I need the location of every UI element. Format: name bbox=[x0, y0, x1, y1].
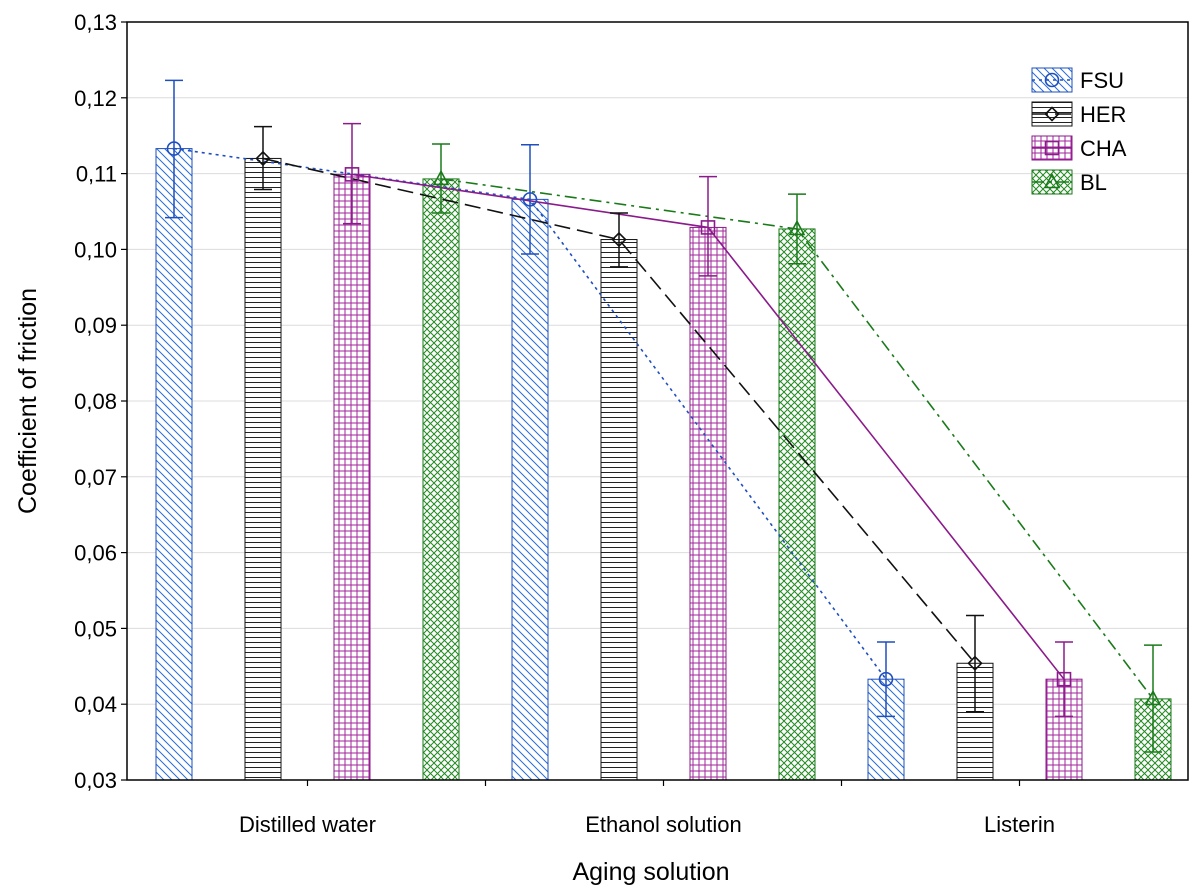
point-CHA-2 bbox=[1056, 671, 1072, 687]
y-tick-label: 0,03 bbox=[74, 768, 117, 793]
marker-layer bbox=[166, 141, 1162, 706]
error-bar-FSU-0 bbox=[165, 79, 183, 219]
legend-marker bbox=[1044, 72, 1060, 88]
bar-FSU-1 bbox=[511, 198, 549, 781]
y-tick-label: 0,10 bbox=[74, 237, 117, 262]
legend-marker bbox=[1044, 106, 1060, 122]
line-layer bbox=[173, 147, 1154, 700]
series-line-HER bbox=[262, 157, 976, 664]
point-HER-0 bbox=[255, 150, 271, 167]
bar-HER-0 bbox=[244, 157, 282, 781]
bar-CHA-0 bbox=[333, 173, 371, 781]
error-bar-FSU-1 bbox=[521, 144, 539, 255]
bar-layer bbox=[155, 148, 1172, 781]
bar-HER-1 bbox=[600, 239, 638, 781]
y-tick-label: 0,08 bbox=[74, 389, 117, 414]
y-tick-label: 0,09 bbox=[74, 313, 117, 338]
error-bar-BL-0 bbox=[432, 143, 450, 214]
grid-layer bbox=[127, 97, 1188, 705]
point-CHA-1 bbox=[700, 220, 716, 235]
legend-swatch bbox=[1031, 67, 1073, 93]
point-FSU-0 bbox=[166, 141, 182, 156]
error-bar-BL-2 bbox=[1144, 644, 1162, 753]
y-axis-title: Coefficient of friction bbox=[14, 288, 42, 514]
y-tick-label: 0,05 bbox=[74, 616, 117, 641]
legend-label: HER bbox=[1080, 102, 1126, 127]
legend-marker bbox=[1043, 172, 1061, 189]
point-HER-1 bbox=[611, 231, 627, 248]
point-FSU-2 bbox=[878, 671, 894, 687]
y-tick-label: 0,07 bbox=[74, 465, 117, 490]
y-tick-label: 0,06 bbox=[74, 541, 117, 566]
error-bar-HER-0 bbox=[254, 125, 272, 191]
error-bar-HER-2 bbox=[966, 614, 984, 713]
error-bar-CHA-0 bbox=[343, 122, 361, 225]
bar-CHA-1 bbox=[689, 226, 727, 781]
x-tick-label: Ethanol solution bbox=[585, 812, 742, 837]
x-axis-title: Aging solution bbox=[572, 858, 729, 886]
legend-label: CHA bbox=[1080, 136, 1127, 161]
y-tick-label: 0,04 bbox=[74, 692, 117, 717]
y-axis: 0,03 0,04 0,05 0,06 0,07 0,08 0,09 0,10 0,11 0,12… bbox=[74, 10, 127, 793]
bar-FSU-0 bbox=[155, 148, 193, 781]
point-BL-1 bbox=[788, 219, 806, 236]
y-tick-label: 0,13 bbox=[74, 10, 117, 35]
y-tick-label: 0,11 bbox=[76, 162, 117, 187]
x-tick-label: Listerin bbox=[984, 812, 1055, 837]
bar-BL-0 bbox=[422, 178, 460, 781]
error-bar-CHA-2 bbox=[1055, 641, 1073, 718]
point-BL-2 bbox=[1144, 689, 1162, 706]
error-bar-CHA-1 bbox=[699, 175, 717, 277]
point-FSU-1 bbox=[522, 192, 538, 207]
x-axis: Distilled water Ethanol solution Listerin bbox=[239, 780, 1055, 837]
legend-item-CHA: CHA bbox=[1031, 135, 1127, 161]
point-BL-0 bbox=[432, 169, 450, 186]
point-CHA-0 bbox=[344, 167, 360, 182]
legend: FSU HER CHA BL bbox=[1031, 67, 1127, 195]
legend-item-BL: BL bbox=[1031, 169, 1107, 195]
legend-label: BL bbox=[1080, 170, 1107, 195]
y-tick-label: 0,12 bbox=[74, 86, 117, 111]
legend-item-HER: HER bbox=[1031, 101, 1126, 127]
error-bar-layer bbox=[165, 79, 1162, 753]
bar-BL-1 bbox=[778, 228, 816, 781]
x-tick-label: Distilled water bbox=[239, 812, 376, 837]
legend-item-FSU: FSU bbox=[1031, 67, 1124, 93]
error-bar-FSU-2 bbox=[877, 641, 895, 718]
legend-label: FSU bbox=[1080, 68, 1124, 93]
error-bar-HER-1 bbox=[610, 212, 628, 268]
legend-marker bbox=[1044, 140, 1060, 156]
point-HER-2 bbox=[967, 655, 983, 671]
error-bar-BL-1 bbox=[788, 193, 806, 265]
